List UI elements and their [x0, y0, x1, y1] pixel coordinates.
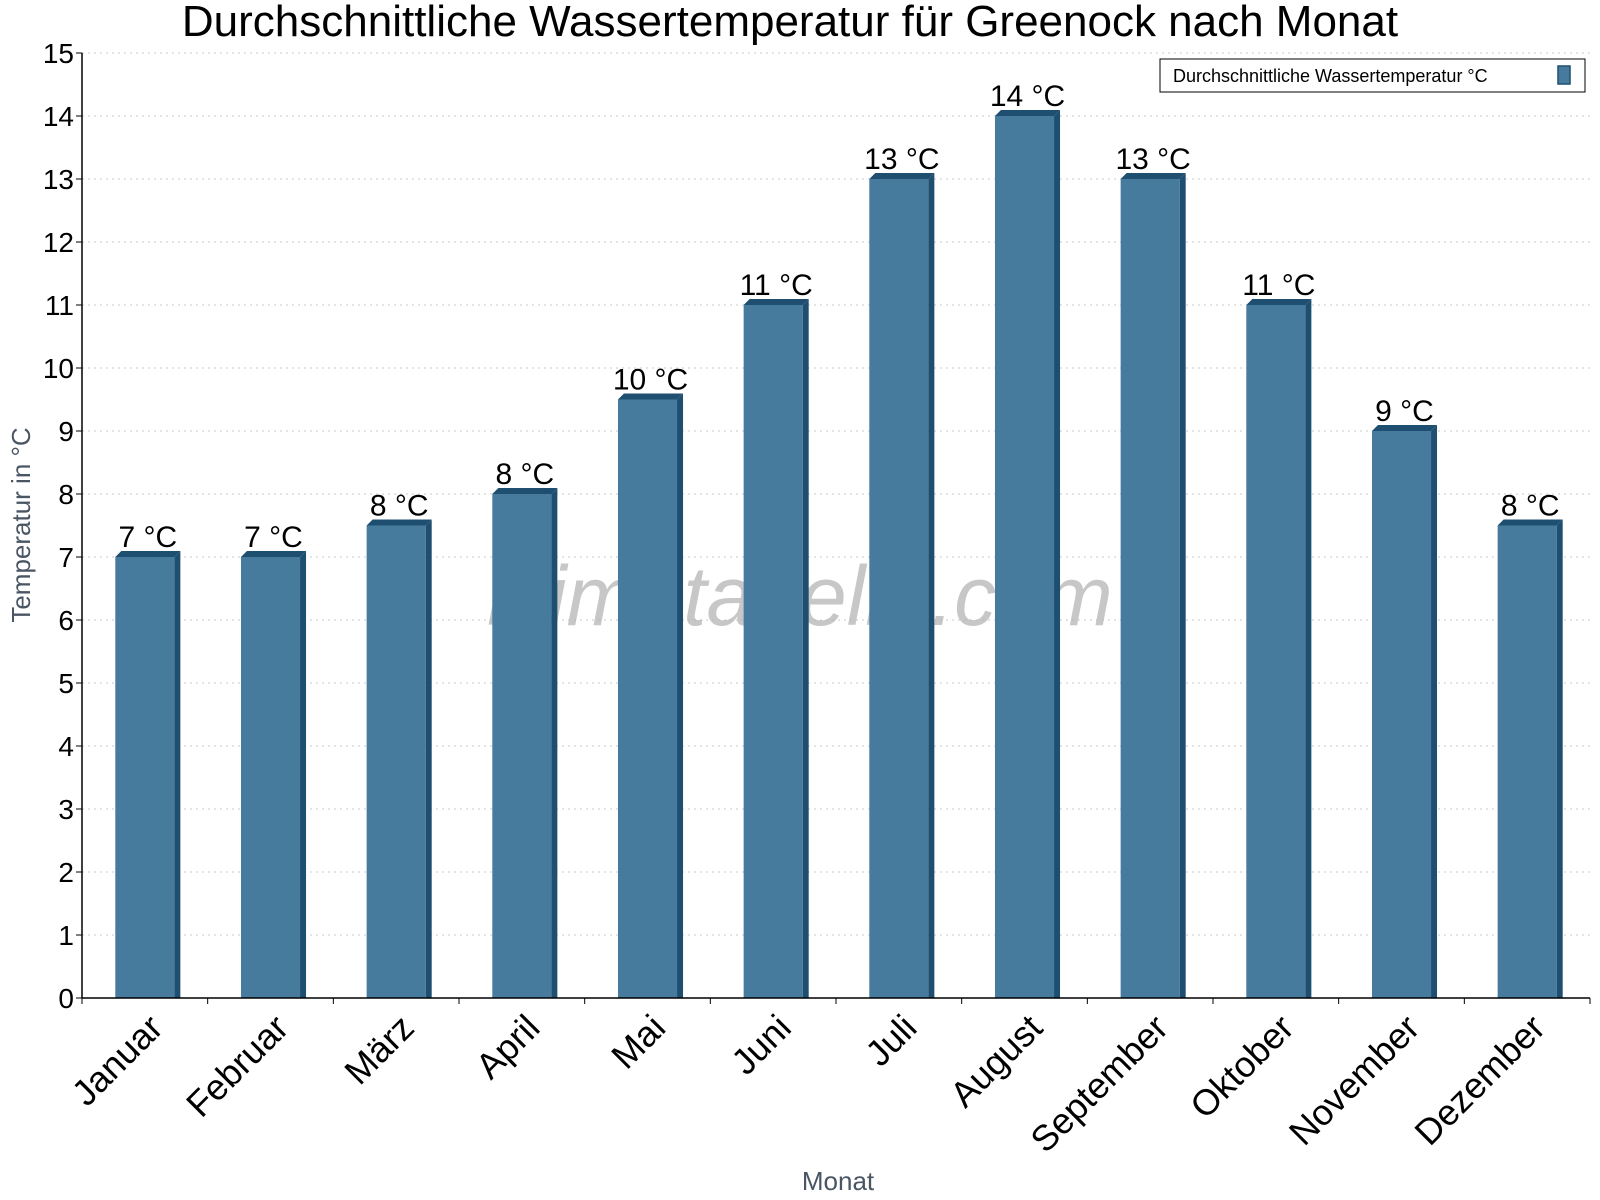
- bar: [1371, 431, 1432, 998]
- bar-side: [1054, 110, 1061, 998]
- data-labels: 7 °C 7 °C 8 °C 8 °C 10 °C 11 °C 13 °C 14 °C 13 °…: [118, 80, 1559, 554]
- bar-top: [1120, 173, 1186, 179]
- axes: [76, 52, 1591, 1004]
- legend: Durchschnittliche Wassertemperatur °C: [1159, 58, 1586, 93]
- y-tick-label: 12: [43, 227, 74, 258]
- data-label: 10 °C: [613, 364, 688, 397]
- gridlines: [82, 52, 1590, 936]
- y-tick-label: 14: [43, 101, 74, 132]
- bar-side: [300, 551, 307, 998]
- data-label: 11 °C: [740, 269, 813, 302]
- data-label: 8 °C: [370, 490, 429, 523]
- y-tick-label: 8: [58, 479, 74, 510]
- data-label: 8 °C: [495, 458, 554, 491]
- bar-side: [1556, 519, 1563, 998]
- x-tick-label: Juli: [857, 1007, 924, 1074]
- y-tick-label: 13: [43, 164, 74, 195]
- bar-top: [743, 299, 809, 305]
- y-tick-label: 6: [58, 605, 74, 636]
- y-tick-label: 15: [43, 38, 74, 69]
- bar: [1120, 179, 1180, 998]
- x-tick-label: Januar: [64, 1007, 171, 1114]
- bar-side: [802, 299, 809, 998]
- bar-side: [928, 173, 935, 998]
- data-label: 11 °C: [1242, 269, 1315, 302]
- x-tick-label: November: [1281, 1007, 1427, 1153]
- bar-top: [1371, 425, 1438, 431]
- bars: [115, 110, 1563, 998]
- data-label: 14 °C: [990, 80, 1065, 113]
- legend-label: Durchschnittliche Wassertemperatur °C: [1173, 66, 1488, 86]
- bar: [1246, 305, 1306, 998]
- bar-top: [240, 551, 307, 557]
- x-tick-labels: Januar Februar März April Mai Juni Juli AugustS…: [64, 1007, 1553, 1161]
- bar-top: [1497, 519, 1563, 526]
- data-label: 7 °C: [118, 521, 177, 554]
- y-tick-label: 0: [58, 983, 74, 1014]
- bar: [994, 116, 1055, 998]
- bar: [1497, 525, 1557, 998]
- y-tick-label: 1: [58, 920, 74, 951]
- bar: [869, 179, 929, 998]
- bar-top: [869, 173, 935, 179]
- data-label: 13 °C: [864, 143, 939, 176]
- bar-top: [366, 519, 432, 526]
- x-tick-label: Dezember: [1406, 1007, 1552, 1153]
- data-label: 9 °C: [1375, 395, 1434, 428]
- bar-side: [1305, 299, 1312, 998]
- bar: [492, 494, 552, 998]
- legend-box: [1159, 58, 1586, 93]
- bar: [115, 557, 175, 998]
- x-axis-title: Monat: [802, 1166, 875, 1196]
- bar-side: [425, 519, 432, 998]
- data-label: 7 °C: [244, 521, 303, 554]
- y-tick-label: 5: [58, 668, 74, 699]
- y-tick-label: 9: [58, 416, 74, 447]
- bar: [240, 557, 301, 998]
- bar-top: [115, 551, 181, 557]
- y-tick-label: 3: [58, 794, 74, 825]
- x-tick-label: Juni: [723, 1007, 799, 1083]
- x-tick-label: April: [468, 1007, 548, 1087]
- bar-top: [1246, 299, 1312, 305]
- bar: [617, 399, 678, 998]
- x-tick-label: März: [336, 1007, 422, 1093]
- bar-side: [174, 551, 181, 998]
- bar-side: [551, 488, 558, 998]
- y-tick-label: 2: [58, 857, 74, 888]
- legend-swatch: [1557, 65, 1571, 85]
- y-tick-label: 11: [45, 290, 74, 321]
- y-tick-label: 7: [58, 542, 74, 573]
- x-tick-label: September: [1022, 1007, 1176, 1161]
- bar-side: [677, 393, 684, 998]
- y-tick-label: 10: [43, 353, 74, 384]
- bar-top: [492, 488, 558, 494]
- x-tick-label: Februar: [178, 1007, 296, 1125]
- y-tick-label: 4: [58, 731, 74, 762]
- bar: [743, 305, 803, 998]
- bar-top: [617, 393, 684, 400]
- chart-title: Durchschnittliche Wassertemperatur für G…: [182, 0, 1398, 46]
- data-label: 13 °C: [1115, 143, 1190, 176]
- bar-side: [1431, 425, 1438, 998]
- bar: [366, 525, 426, 998]
- bar-top: [994, 110, 1061, 116]
- y-axis-title: Temperatur in °C: [6, 427, 36, 622]
- data-label: 8 °C: [1501, 490, 1560, 523]
- bar-side: [1179, 173, 1186, 998]
- x-tick-label: August: [942, 1007, 1050, 1115]
- x-tick-label: Mai: [603, 1007, 673, 1077]
- x-tick-label: Oktober: [1182, 1007, 1302, 1127]
